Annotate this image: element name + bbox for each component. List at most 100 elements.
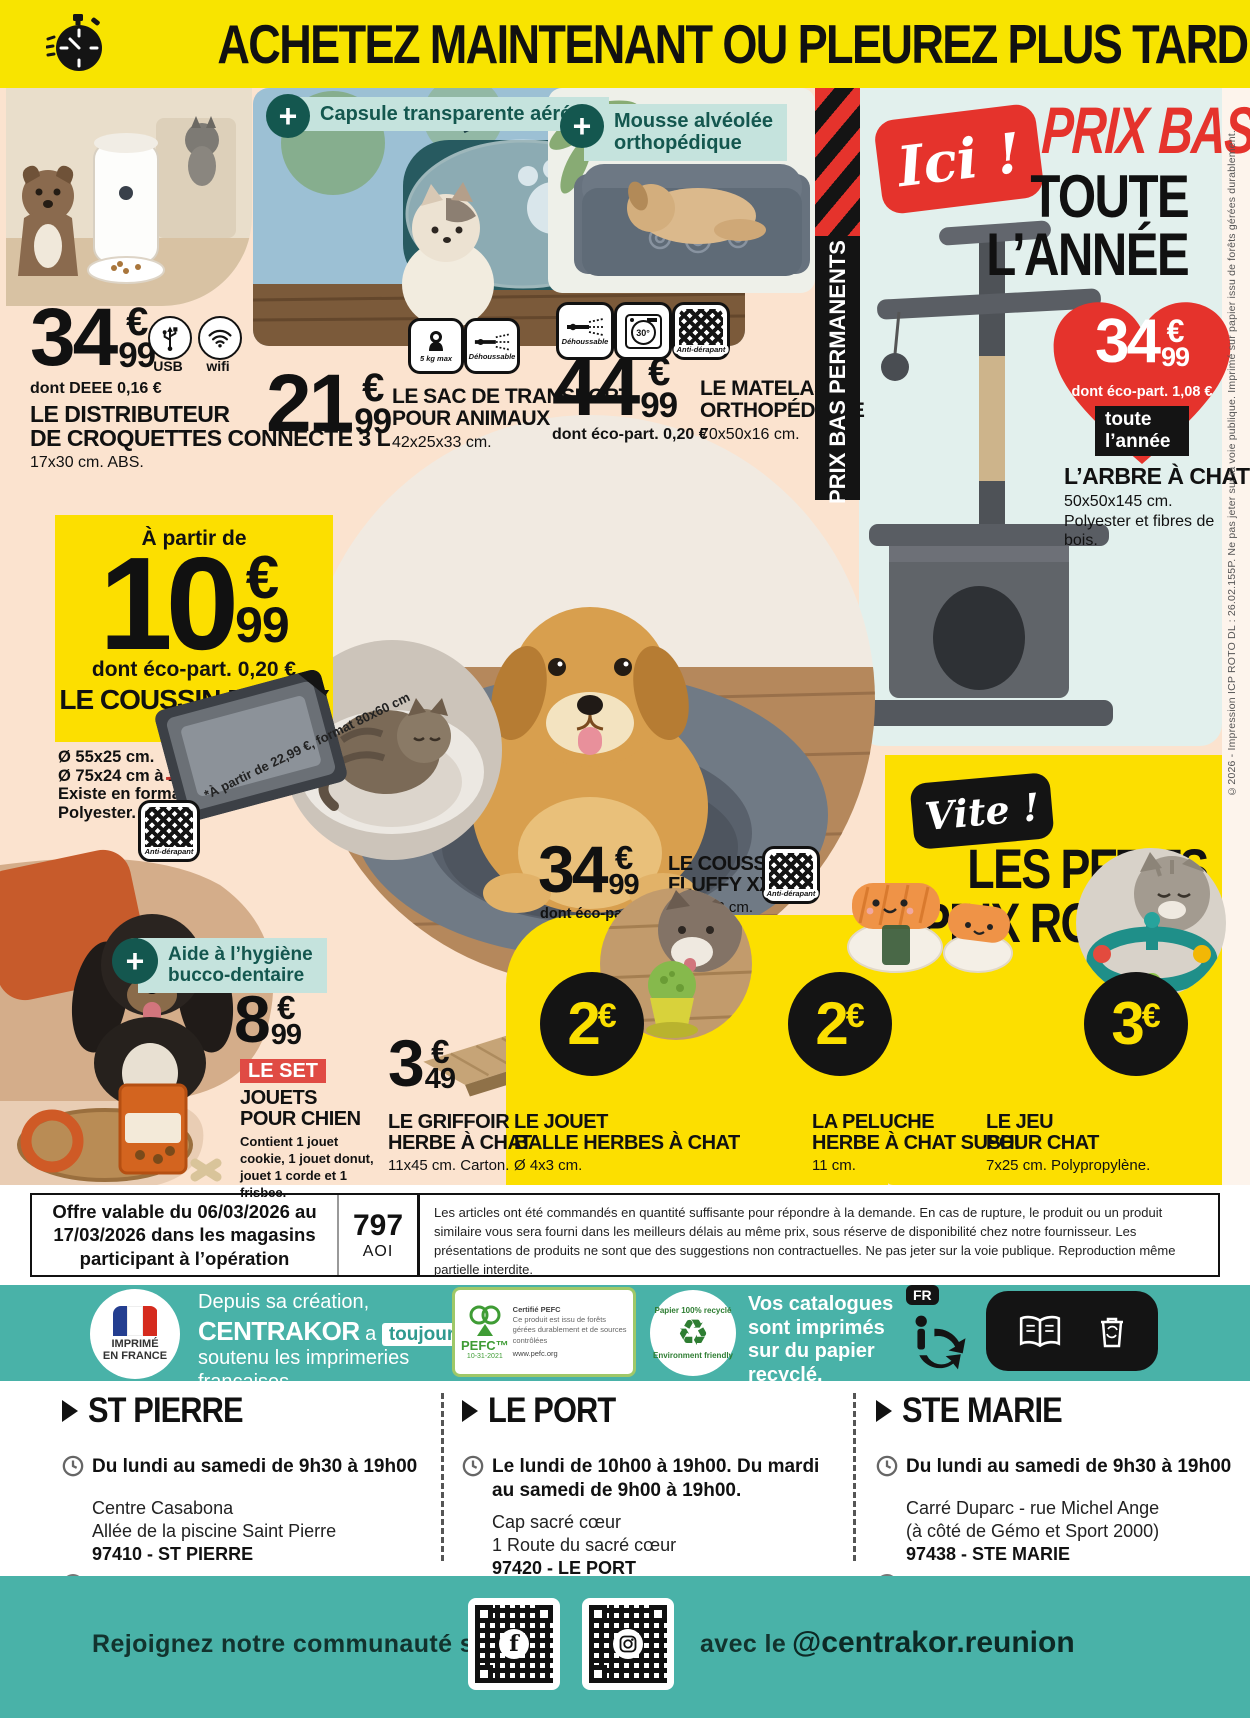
euro-sign: € [277, 989, 295, 1026]
fluffy-price-euros: 10 [99, 530, 239, 677]
cat-tree-name: L’ARBRE À CHAT [1064, 463, 1250, 489]
tree-price-euros: 34 [1094, 307, 1161, 376]
dogset-flag-l1: Aide à l’hygiène [168, 944, 313, 965]
photo-cat-game [1076, 848, 1226, 998]
store-ste-marie: STE MARIE Du lundi au samedi de 9h30 à 1… [876, 1391, 1236, 1596]
eco-band: IMPRIMÉ EN FRANCE Depuis sa création, CE… [0, 1285, 1250, 1393]
plus-icon: + [560, 104, 604, 148]
permanent-band: PRIX BAS PERMANENTS [815, 88, 860, 504]
xxl-price-cents: 99 [608, 869, 639, 902]
carrier-flag: Capsule transparente aérée ! [290, 97, 609, 132]
store-hours: Du lundi au samedi de 9h30 à 19h00 [92, 1456, 418, 1477]
removable-cover-badge: Déhoussable [464, 318, 520, 374]
toute-label: TOUTE [1030, 163, 1189, 230]
mattress-eco: dont éco-part. 0,20 € [552, 426, 708, 443]
dogset-desc: Contient 1 jouet cookie, 1 jouet donut, … [240, 1134, 374, 1200]
facebook-qr-code: f [468, 1598, 560, 1690]
mattress-name-l1: LE MATELAS [700, 377, 828, 400]
sushi-name-l2: HERBE À CHAT SUSHI [812, 1132, 1020, 1154]
ball-toy-specs: Ø 4x3 cm. [514, 1157, 583, 1174]
photo-sushi-plush [840, 845, 1018, 983]
trash-bin-icon [1101, 1317, 1123, 1348]
tree-eco: dont éco-part. 1,08 € [1071, 384, 1213, 400]
fluffy-spec2-pre: Ø 75x24 cm à [58, 766, 169, 785]
store-separator [441, 1393, 444, 1561]
zipper-icon [567, 317, 604, 336]
catalogs-text: Vos catalogues sont imprimés sur du papi… [748, 1293, 894, 1386]
community-join-text: Rejoignez notre communauté sur [92, 1630, 500, 1658]
dogset-price-cents: 99 [270, 1019, 302, 1052]
washable-30-badge: 30° [614, 302, 672, 360]
arrow-icon [462, 1400, 478, 1422]
pefc-certificate: PEFC™ 10-31-2021 Certifié PEFC Ce produi… [452, 1287, 636, 1377]
carrier-specs: 42x25x33 cm. [392, 434, 492, 452]
offer-validity: Offre valable du 06/03/2026 au 17/03/202… [52, 1201, 317, 1269]
mattress-price-cents: 99 [640, 385, 678, 425]
dispenser-name-l1: LE DISTRIBUTEUR [30, 401, 230, 427]
tree-price-cents: 99 [1160, 342, 1190, 373]
dogset-name-l2: POUR CHIEN [240, 1108, 361, 1130]
anti-slip-label: Anti-dérapant [673, 345, 729, 354]
page-code-sub: AOI [362, 1243, 394, 1260]
top-banner: ACHETEZ MAINTENANT OU PLEUREZ PLUS TARD … [0, 0, 1250, 88]
sushi-specs: 11 cm. [812, 1157, 856, 1174]
fluffy-from: À partir de [141, 527, 247, 550]
mattress-flag-l1: Mousse alvéolée [614, 110, 773, 132]
facebook-icon: f [499, 1629, 529, 1659]
store-separator [853, 1393, 856, 1561]
store-name: STE MARIE [902, 1391, 1063, 1430]
cat-game-price: 3 € [1084, 972, 1188, 1076]
euro-sign: € [431, 1033, 449, 1070]
eco-line3: soutenu les imprimeries [198, 1347, 410, 1370]
scratcher-name-l2: HERBE À CHAT [388, 1132, 532, 1154]
annee-label: L’ANNÉE [986, 220, 1189, 288]
instagram-icon [613, 1629, 643, 1659]
dispenser-price-euros: 34 [30, 292, 118, 383]
carrier-name-l1: LE SAC DE TRANSPORT [392, 385, 632, 408]
prix-bas-title: PRIX BAS [1040, 93, 1250, 167]
scratcher-price-cents: 49 [424, 1063, 456, 1096]
cat-tree-spec2: Polyester et fibres de bois. [1064, 512, 1215, 550]
fr-badge: FR [906, 1285, 939, 1305]
store-st-pierre: ST PIERRE Du lundi au samedi de 9h30 à 1… [62, 1391, 422, 1596]
stopwatch-icon [46, 14, 102, 71]
mattress-price-euros: 44 [552, 342, 640, 433]
dogset-flag-l2: bucco-dentaire [168, 965, 305, 987]
cat-tree-spec1: 50x50x145 cm. [1064, 493, 1173, 511]
euro-sign: € [614, 839, 633, 876]
dispenser-name-l2: DE CROQUETTES CONNECTÉ 3 L [30, 425, 391, 452]
carrier-name-l2: POUR ANIMAUX [392, 407, 550, 431]
legal-section: Offre valable du 06/03/2026 au 17/03/202… [0, 1185, 1250, 1285]
removable-cover-badge: Déhoussable [556, 302, 614, 360]
vite-label: Vite ! [922, 783, 1042, 839]
ball-toy-name-l2: BALLE HERBES À CHAT [514, 1132, 740, 1154]
store-name: LE PORT [488, 1391, 616, 1430]
band-label: PRIX BAS PERMANENTS [824, 240, 850, 505]
xxl-name-l1: LE COUSSIN [668, 853, 786, 875]
legal-box: Offre valable du 06/03/2026 au 17/03/202… [30, 1193, 1220, 1277]
plus-icon: + [112, 938, 158, 984]
sushi-price: 2 € [788, 972, 892, 1076]
washing-machine-icon: 30° [624, 313, 662, 349]
ball-toy-name-l1: LE JOUET [514, 1111, 608, 1133]
photo-dispenser [6, 88, 252, 306]
stores-section: ST PIERRE Du lundi au samedi de 9h30 à 1… [0, 1381, 1250, 1610]
photo-cushion-rect [153, 667, 349, 825]
ball-toy-price: 2 € [540, 972, 644, 1076]
dogset-name-l1: JOUETS [240, 1087, 318, 1109]
cat-tree-price-heart: 34 €99 dont éco-part. 1,08 € toute l’anné… [1048, 296, 1236, 474]
arrow-icon [62, 1400, 78, 1422]
removable-cover-label: Déhoussable [561, 336, 609, 346]
sushi-name-l1: LA PELUCHE [812, 1111, 935, 1133]
euro-sign: € [126, 300, 148, 344]
cat-game-name-l2: POUR CHAT [986, 1132, 1099, 1154]
weight-limit-badge: 5 kg max [408, 318, 464, 374]
wash-temp: 30° [630, 320, 656, 345]
community-bar: Rejoignez notre communauté sur f avec le… [0, 1576, 1250, 1718]
imprime-en-france-logo: IMPRIMÉ EN FRANCE [90, 1289, 180, 1379]
scratcher-price-euros: 3 [388, 1026, 425, 1100]
euro-sign: € [648, 350, 670, 394]
arrow-icon [876, 1400, 892, 1422]
right-margin [1222, 88, 1250, 1185]
